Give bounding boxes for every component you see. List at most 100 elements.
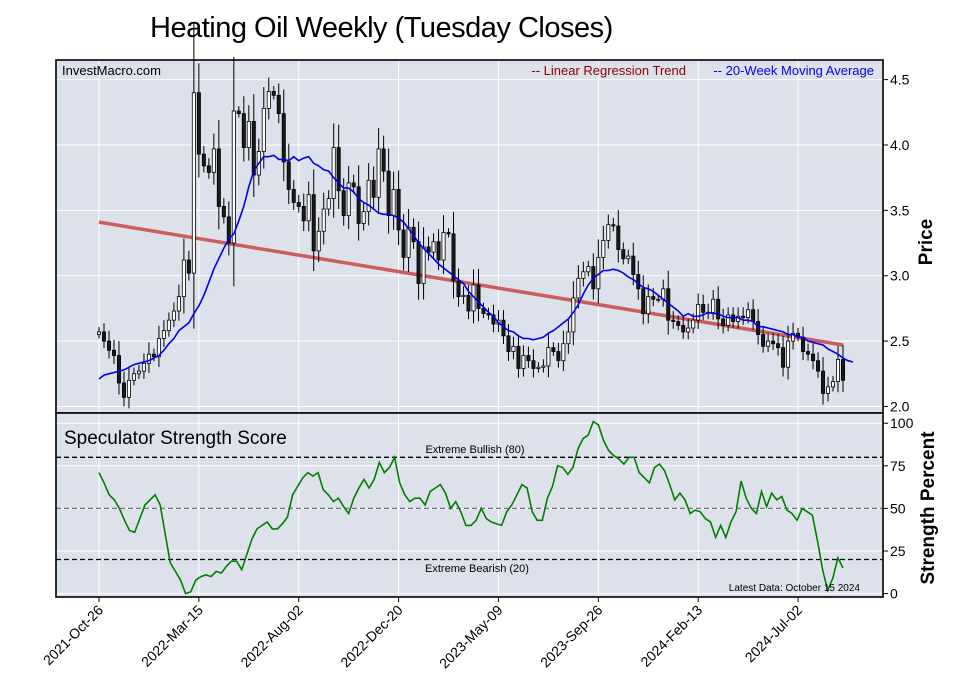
candle-body <box>156 338 161 358</box>
candle-body <box>306 194 311 222</box>
candle-body <box>746 309 751 318</box>
candle-body <box>426 246 431 253</box>
strength-score-line <box>98 420 844 595</box>
strength-series <box>98 420 844 595</box>
candle-body <box>546 347 551 367</box>
price-y-tick-label: 2.0 <box>890 398 910 414</box>
candle-body <box>211 148 216 173</box>
x-tick-label: 2022-Mar-15 <box>138 602 206 670</box>
candle-body <box>791 332 796 342</box>
candle-body <box>191 92 196 274</box>
strength-y-tick-label: 75 <box>890 458 906 474</box>
candle-body <box>686 327 691 333</box>
candle-body <box>296 202 301 207</box>
legend-regression-trend: -- Linear Regression Trend <box>531 63 686 78</box>
candle-body <box>356 186 361 224</box>
candle-body <box>286 161 291 190</box>
strength-y-tick-label: 100 <box>890 415 914 431</box>
candle-body <box>576 277 581 299</box>
candle-body <box>531 360 536 369</box>
candle-body <box>841 358 846 381</box>
strength-panel-background <box>56 413 883 597</box>
candle-body <box>541 365 546 368</box>
candle-body <box>821 370 826 394</box>
candle-body <box>721 318 726 326</box>
candle-body <box>366 179 371 213</box>
candle-body <box>346 182 351 216</box>
candle-body <box>521 355 526 369</box>
candle-body <box>676 321 681 326</box>
candle-body <box>756 321 761 335</box>
x-tick-label: 2022-Dec-20 <box>337 602 406 671</box>
candle-body <box>696 304 701 321</box>
candle-body <box>761 334 766 347</box>
candle-body <box>311 194 316 252</box>
candle-body <box>406 226 411 258</box>
candle-body <box>186 259 191 274</box>
candle-body <box>836 358 841 383</box>
candle-body <box>811 353 816 362</box>
candle-body <box>391 189 396 216</box>
x-tick-label: 2023-May-09 <box>436 602 506 672</box>
candle-body <box>251 121 256 176</box>
candle-body <box>556 351 561 362</box>
price-y-tick-label: 4.0 <box>890 137 910 153</box>
candle-body <box>456 280 461 298</box>
candle-body <box>201 153 206 167</box>
candle-body <box>711 298 716 313</box>
candle-body <box>216 148 221 207</box>
moving-average-group <box>98 154 854 380</box>
candle-body <box>151 353 156 358</box>
candle-body <box>401 229 406 258</box>
x-tick-label: 2023-Sep-26 <box>537 602 606 671</box>
candle-body <box>786 340 791 368</box>
candle-body <box>301 206 306 222</box>
candle-body <box>816 360 821 372</box>
candle-body <box>621 249 626 260</box>
candle-body <box>206 165 211 173</box>
candle-body <box>136 370 141 375</box>
price-y-tick-label: 3.0 <box>890 268 910 284</box>
candle-body <box>626 255 631 260</box>
candle-body <box>781 347 786 368</box>
candle-body <box>381 148 386 172</box>
candle-body <box>481 308 486 315</box>
moving-average-line <box>98 154 854 380</box>
strength-y-axis-label: Strength Percent <box>918 431 939 585</box>
candle-body <box>466 294 471 312</box>
price-y-tick-label: 4.5 <box>890 72 910 88</box>
candle-body <box>181 259 186 298</box>
extreme-bullish-label: Extreme Bullish (80) <box>425 444 524 456</box>
candle-body <box>646 296 651 315</box>
candle-body <box>331 147 336 199</box>
candle-body <box>241 113 246 148</box>
candle-body <box>476 284 481 309</box>
candle-body <box>226 216 231 244</box>
candle-body <box>561 343 566 362</box>
candle-body <box>801 336 806 352</box>
candle-body <box>196 92 201 155</box>
candle-body <box>371 179 376 198</box>
strength-panel-title: Speculator Strength Score <box>64 428 287 449</box>
price-y-tick-label: 3.5 <box>890 202 910 218</box>
candle-body <box>641 288 646 315</box>
candle-body <box>831 381 836 388</box>
candle-body <box>121 382 126 398</box>
candle-body <box>701 304 706 313</box>
x-tick-label: 2024-Feb-13 <box>637 602 705 670</box>
candle-body <box>166 319 171 332</box>
candle-body <box>97 331 102 335</box>
candle-body <box>691 319 696 329</box>
candle-body <box>611 224 616 227</box>
candle-body <box>461 294 466 298</box>
candle-body <box>111 349 116 356</box>
candle-body <box>396 189 401 231</box>
candle-body <box>276 94 281 115</box>
candle-body <box>586 266 591 273</box>
candle-body <box>336 147 341 192</box>
x-tick-label: 2021-Oct-26 <box>40 602 106 668</box>
candle-body <box>436 241 441 261</box>
strength-y-axis: 0 25 50 75 100 <box>883 415 914 602</box>
candle-body <box>431 241 436 253</box>
